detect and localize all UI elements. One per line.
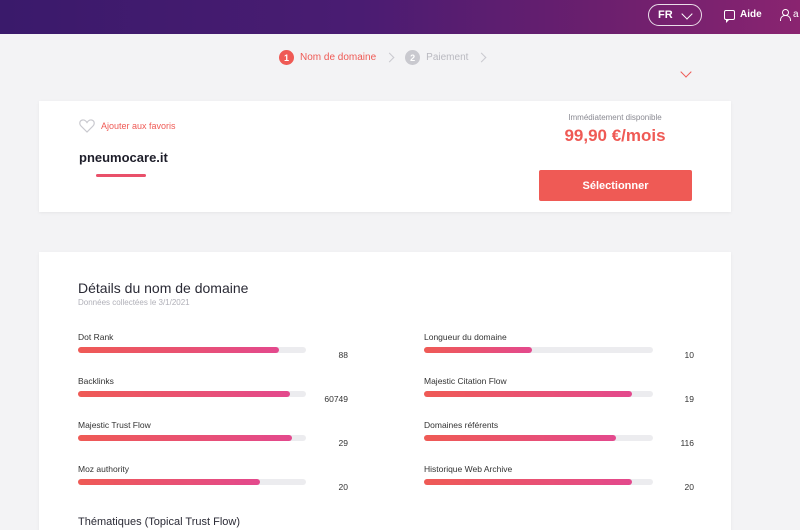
metric-row: Domaines référents 116 <box>424 420 694 454</box>
heart-icon <box>79 119 95 133</box>
step-number: 1 <box>279 50 294 65</box>
step-label: Paiement <box>426 52 469 63</box>
language-select[interactable]: FR <box>648 4 702 26</box>
metric-label: Majestic Trust Flow <box>78 420 151 430</box>
chevron-right-icon <box>384 52 395 63</box>
price: 99,90 €/mois <box>564 126 666 145</box>
metric-bar-fill <box>78 391 290 397</box>
expand-chevron-icon[interactable] <box>680 66 692 78</box>
select-button[interactable]: Sélectionner <box>539 170 692 201</box>
metric-value: 88 <box>338 350 348 360</box>
metric-row: Majestic Trust Flow 29 <box>78 420 348 454</box>
add-to-favorites-button[interactable]: Ajouter aux favoris <box>79 119 176 133</box>
help-link[interactable]: Aide <box>724 9 762 23</box>
metric-value: 20 <box>338 482 348 492</box>
metric-row: Longueur du domaine 10 <box>424 332 694 366</box>
metric-bar-track <box>78 391 306 397</box>
metric-row: Dot Rank 88 <box>78 332 348 366</box>
help-label: Aide <box>740 9 762 20</box>
metric-label: Moz authority <box>78 464 130 474</box>
metric-label: Majestic Citation Flow <box>424 376 507 386</box>
metric-label: Backlinks <box>78 376 114 386</box>
domain-card: Ajouter aux favoris pneumocare.it Immédi… <box>39 101 731 212</box>
account-label: a <box>793 9 799 20</box>
details-title: Détails du nom de domaine <box>78 280 249 296</box>
metric-value: 19 <box>684 394 694 404</box>
chevron-down-icon <box>681 8 693 20</box>
step-label: Nom de domaine <box>300 52 377 63</box>
account-link[interactable]: a <box>780 9 799 21</box>
metric-value: 116 <box>680 438 694 448</box>
domain-underline <box>96 174 146 177</box>
step-number: 2 <box>405 50 421 65</box>
metric-bar-fill <box>424 347 532 353</box>
domain-details-card: Détails du nom de domaine Données collec… <box>39 252 731 530</box>
metric-bar-track <box>424 391 653 397</box>
metric-label: Dot Rank <box>78 332 114 342</box>
metric-row: Historique Web Archive 20 <box>424 464 694 498</box>
metric-label: Domaines référents <box>424 420 499 430</box>
metric-bar-track <box>78 347 306 353</box>
metric-value: 60749 <box>324 394 348 404</box>
step-domain-name[interactable]: 1 Nom de domaine <box>279 50 376 65</box>
favorite-label: Ajouter aux favoris <box>101 121 176 131</box>
metric-row: Backlinks 60749 <box>78 376 348 410</box>
language-value: FR <box>658 9 673 21</box>
metric-bar-track <box>78 435 306 441</box>
metric-bar-fill <box>78 435 292 441</box>
metric-value: 10 <box>684 350 694 360</box>
metric-label: Historique Web Archive <box>424 464 513 474</box>
step-payment[interactable]: 2 Paiement <box>405 50 468 65</box>
metric-bar-track <box>78 479 306 485</box>
topical-title: Thématiques (Topical Trust Flow) <box>78 516 240 528</box>
availability-text: Immédiatement disponible <box>568 113 662 122</box>
user-icon <box>780 9 791 21</box>
checkout-stepper: 1 Nom de domaine 2 Paiement <box>279 50 497 65</box>
metric-bar-track <box>424 435 653 441</box>
metric-bar-fill <box>78 347 279 353</box>
metric-value: 29 <box>338 438 348 448</box>
metric-row: Majestic Citation Flow 19 <box>424 376 694 410</box>
metric-value: 20 <box>684 482 694 492</box>
chat-bubble-icon <box>724 9 735 23</box>
metric-bar-track <box>424 347 653 353</box>
metric-bar-fill <box>424 479 632 485</box>
metric-bar-fill <box>424 391 632 397</box>
chevron-right-icon <box>476 52 487 63</box>
metric-bar-fill <box>424 435 616 441</box>
details-subtitle: Données collectées le 3/1/2021 <box>78 298 190 307</box>
metric-label: Longueur du domaine <box>424 332 507 342</box>
metric-bar-track <box>424 479 653 485</box>
top-bar: FR Aide a <box>0 0 800 34</box>
metric-row: Moz authority 20 <box>78 464 348 498</box>
metric-bar-fill <box>78 479 260 485</box>
domain-name: pneumocare.it <box>79 150 168 165</box>
